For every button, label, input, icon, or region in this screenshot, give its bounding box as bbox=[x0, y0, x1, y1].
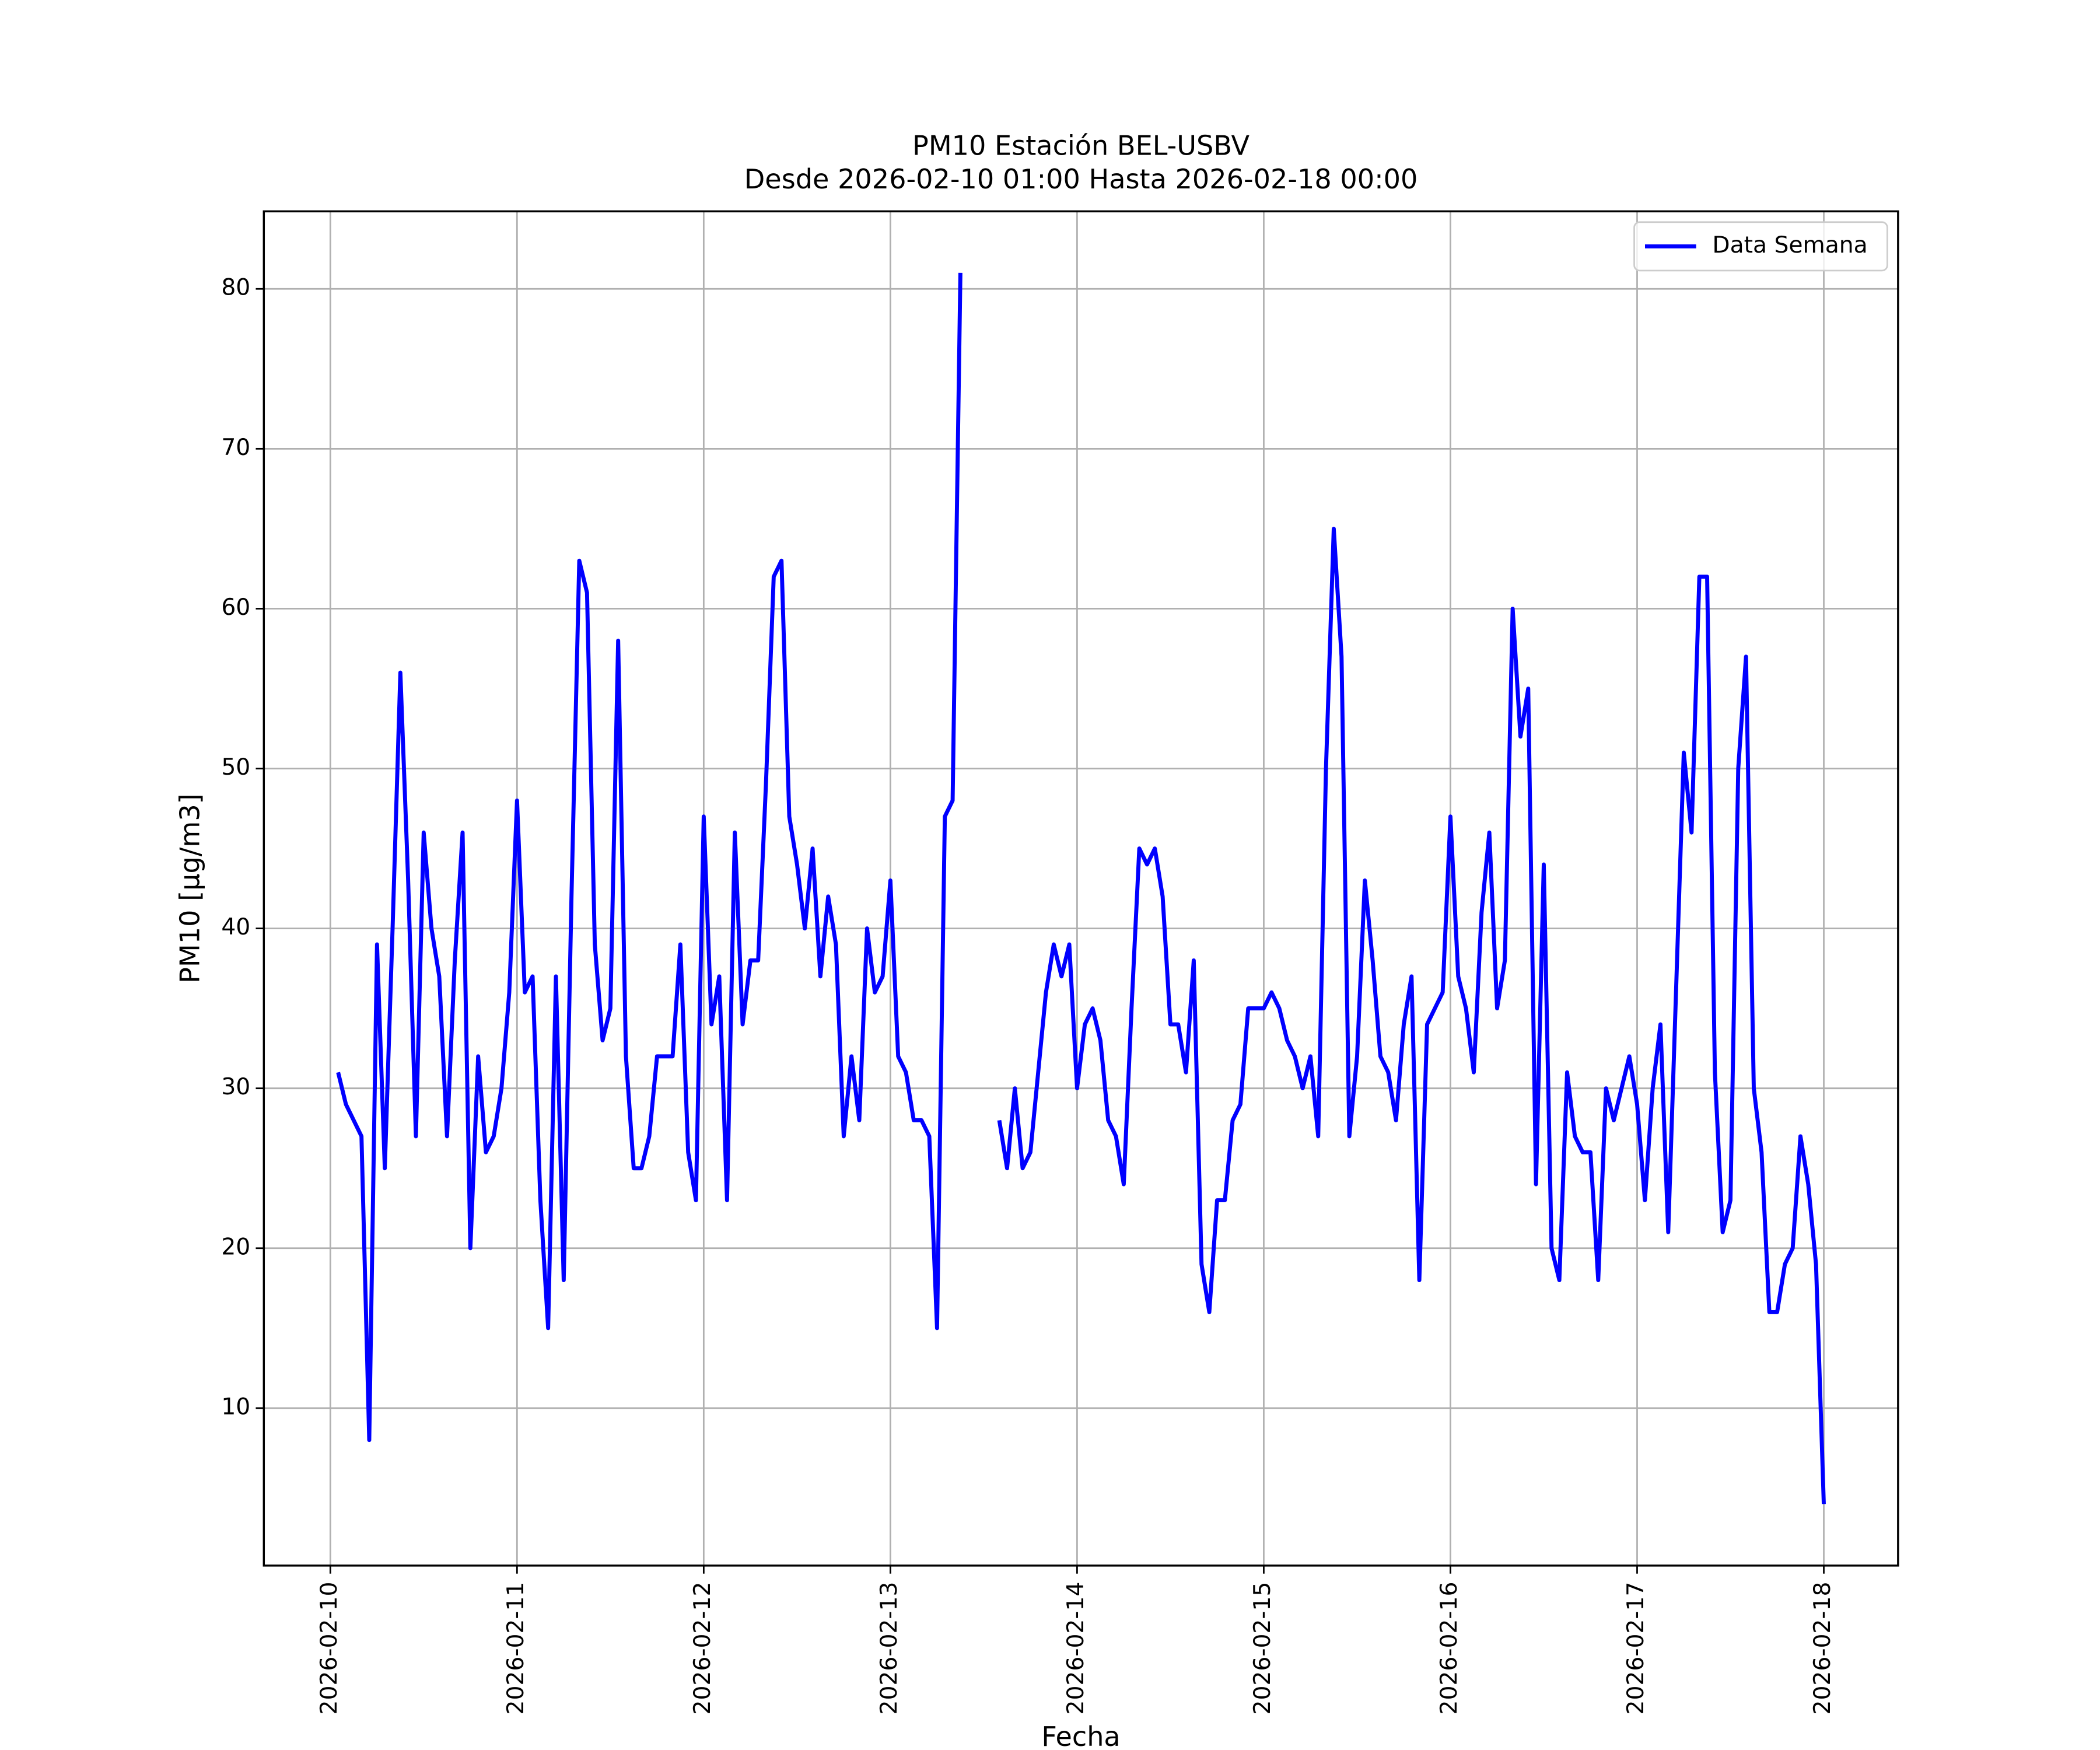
legend-box bbox=[1633, 221, 1888, 272]
x-tick-label: 2026-02-17 bbox=[1623, 1582, 1649, 1715]
data-line bbox=[336, 272, 1826, 1504]
y-tick-label: 70 bbox=[221, 435, 250, 461]
y-tick-label: 20 bbox=[221, 1234, 250, 1260]
x-tick-label: 2026-02-15 bbox=[1250, 1582, 1276, 1715]
x-tick-label: 2026-02-12 bbox=[690, 1582, 716, 1715]
chart-subtitle: Desde 2026-02-10 01:00 Hasta 2026-02-18 … bbox=[744, 163, 1418, 195]
y-axis-label: PM10 [μg/m3] bbox=[174, 793, 206, 984]
y-tick-label: 30 bbox=[221, 1074, 250, 1100]
legend-label: Data Semana bbox=[1712, 232, 1867, 258]
y-tick-label: 80 bbox=[221, 275, 250, 301]
x-tick-label: 2026-02-10 bbox=[316, 1582, 342, 1715]
chart-title: PM10 Estación BEL-USBV bbox=[912, 130, 1250, 161]
x-tick-label: 2026-02-14 bbox=[1063, 1582, 1089, 1715]
y-tick-label: 40 bbox=[221, 914, 250, 940]
x-axis-label: Fecha bbox=[1041, 1721, 1120, 1750]
x-tick-label: 2026-02-16 bbox=[1436, 1582, 1462, 1715]
y-tick-label: 50 bbox=[221, 754, 250, 780]
x-tick-label: 2026-02-13 bbox=[876, 1582, 902, 1715]
x-tick-label: 2026-02-18 bbox=[1810, 1582, 1836, 1715]
y-tick-label: 10 bbox=[221, 1394, 250, 1420]
plot-frame bbox=[262, 210, 1899, 1567]
y-tick-label: 60 bbox=[221, 594, 250, 621]
x-tick-label: 2026-02-11 bbox=[503, 1582, 529, 1715]
